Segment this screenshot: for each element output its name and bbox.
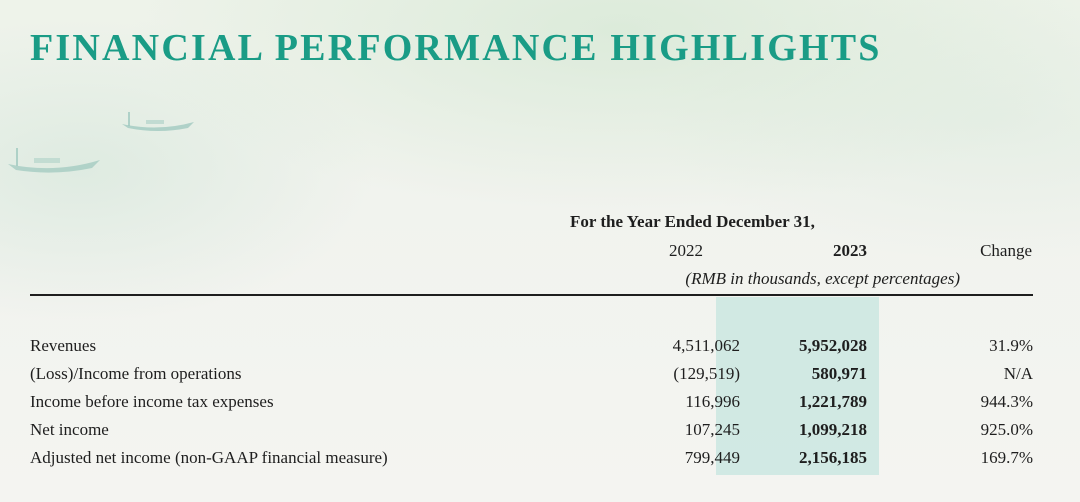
value-change: 31.9% <box>989 336 1033 355</box>
current-year-highlight <box>716 297 879 475</box>
value-2022: 799,449 <box>684 448 740 467</box>
row-label: Adjusted net income (non-GAAP financial … <box>30 448 388 467</box>
table-row: Revenues 4,511,062 5,952,028 31.9% <box>30 336 1033 364</box>
page-title: FINANCIAL PERFORMANCE HIGHLIGHTS <box>30 27 882 69</box>
value-2022: 116,996 <box>685 392 740 411</box>
column-header-2023: 2023 <box>833 241 867 260</box>
value-2023: 580,971 <box>811 364 867 383</box>
table-row: (Loss)/Income from operations (129,519) … <box>30 364 1033 392</box>
value-2023: 1,221,789 <box>799 392 867 411</box>
row-label: Revenues <box>30 336 97 355</box>
table-row: Adjusted net income (non-GAAP financial … <box>30 448 1033 476</box>
value-change: 169.7% <box>980 448 1033 467</box>
value-2022: 4,511,062 <box>672 336 740 355</box>
value-2022: (129,519) <box>673 364 740 383</box>
boat-icon <box>8 148 100 173</box>
value-change: 925.0% <box>980 420 1033 439</box>
value-2023: 5,952,028 <box>799 336 867 355</box>
financial-table: Revenues 4,511,062 5,952,028 31.9% (Loss… <box>30 336 1033 476</box>
row-label: Income before income tax expenses <box>30 392 274 411</box>
column-header-change: Change <box>980 241 1032 260</box>
units-note: (RMB in thousands, except percentages) <box>685 269 960 288</box>
row-label: Net income <box>30 420 109 439</box>
value-change: 944.3% <box>980 392 1033 411</box>
value-2023: 2,156,185 <box>799 448 867 467</box>
value-2023: 1,099,218 <box>799 420 867 439</box>
table-row: Net income 107,245 1,099,218 925.0% <box>30 420 1033 448</box>
boat-icon <box>122 112 194 131</box>
row-label: (Loss)/Income from operations <box>30 364 242 383</box>
value-change: N/A <box>1003 364 1033 383</box>
table-row: Income before income tax expenses 116,99… <box>30 392 1033 420</box>
value-2022: 107,245 <box>684 420 740 439</box>
header-divider <box>30 294 1033 296</box>
period-caption: For the Year Ended December 31, <box>570 212 815 231</box>
column-header-2022: 2022 <box>669 241 703 260</box>
